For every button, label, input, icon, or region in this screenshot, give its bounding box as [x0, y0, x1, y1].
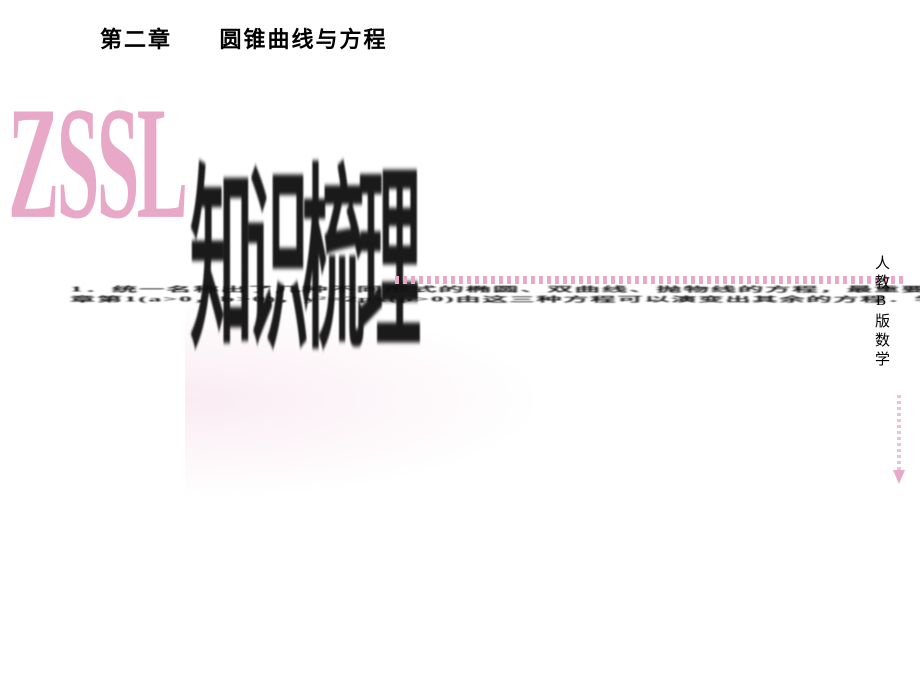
- zssl-watermark: ZSSL: [8, 95, 104, 544]
- sidebar-edition-label: 人教B版数学: [871, 255, 892, 370]
- down-arrow-decoration: [893, 395, 905, 485]
- chapter-number: 第二章: [100, 22, 172, 54]
- arrow-head-icon: [893, 470, 905, 484]
- decorative-stripe: [395, 276, 905, 284]
- page-header: 第二章 圆锥曲线与方程: [100, 22, 388, 54]
- arrow-stem: [897, 395, 901, 470]
- chapter-title: 圆锥曲线与方程: [220, 22, 388, 54]
- shuli-watermark: 知识梳理: [190, 100, 414, 387]
- body-paragraph: 1．统一名称出了几种不同形式的椭圆、双曲线、抛物线的方程，最重要的是它们的标准方…: [70, 285, 920, 305]
